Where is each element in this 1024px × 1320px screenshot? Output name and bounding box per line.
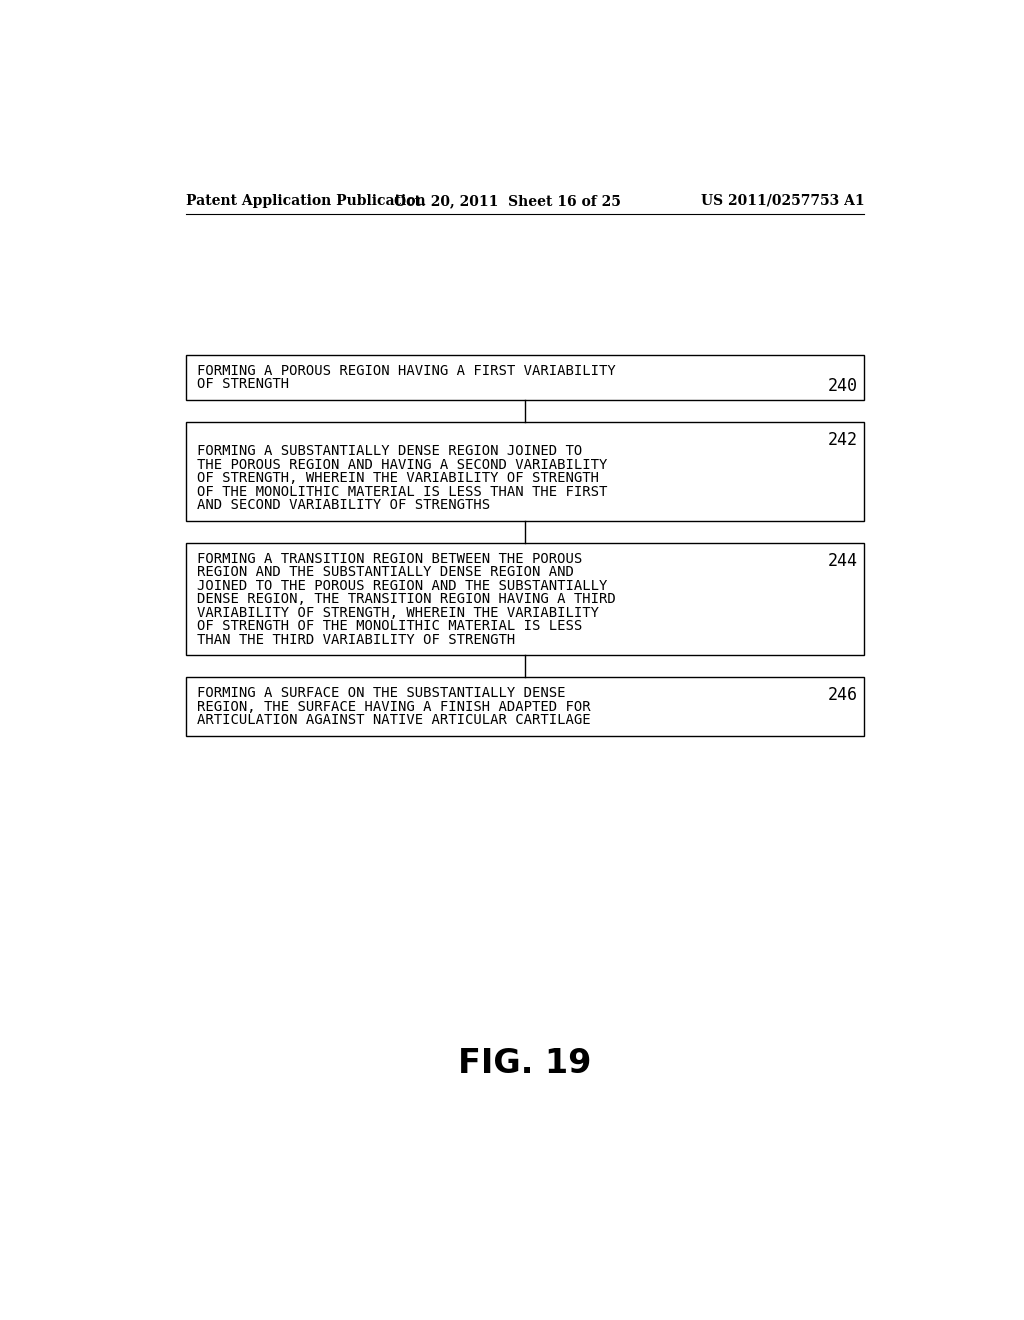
Text: FORMING A POROUS REGION HAVING A FIRST VARIABILITY: FORMING A POROUS REGION HAVING A FIRST V… (197, 364, 615, 378)
Text: DENSE REGION, THE TRANSITION REGION HAVING A THIRD: DENSE REGION, THE TRANSITION REGION HAVI… (197, 593, 615, 606)
Text: FORMING A SUBSTANTIALLY DENSE REGION JOINED TO: FORMING A SUBSTANTIALLY DENSE REGION JOI… (197, 445, 583, 458)
Bar (186, 355, 864, 400)
Text: VARIABILITY OF STRENGTH, WHEREIN THE VARIABILITY: VARIABILITY OF STRENGTH, WHEREIN THE VAR… (197, 606, 599, 620)
Text: OF THE MONOLITHIC MATERIAL IS LESS THAN THE FIRST: OF THE MONOLITHIC MATERIAL IS LESS THAN … (197, 484, 607, 499)
Text: REGION AND THE SUBSTANTIALLY DENSE REGION AND: REGION AND THE SUBSTANTIALLY DENSE REGIO… (197, 565, 573, 579)
Text: 242: 242 (828, 430, 858, 449)
Text: OF STRENGTH, WHEREIN THE VARIABILITY OF STRENGTH: OF STRENGTH, WHEREIN THE VARIABILITY OF … (197, 471, 599, 486)
Text: Oct. 20, 2011  Sheet 16 of 25: Oct. 20, 2011 Sheet 16 of 25 (394, 194, 622, 207)
Bar (186, 422, 864, 521)
Text: THAN THE THIRD VARIABILITY OF STRENGTH: THAN THE THIRD VARIABILITY OF STRENGTH (197, 632, 515, 647)
Text: REGION, THE SURFACE HAVING A FINISH ADAPTED FOR: REGION, THE SURFACE HAVING A FINISH ADAP… (197, 700, 591, 714)
Text: US 2011/0257753 A1: US 2011/0257753 A1 (700, 194, 864, 207)
Bar (186, 677, 864, 737)
Text: JOINED TO THE POROUS REGION AND THE SUBSTANTIALLY: JOINED TO THE POROUS REGION AND THE SUBS… (197, 578, 607, 593)
Text: THE POROUS REGION AND HAVING A SECOND VARIABILITY: THE POROUS REGION AND HAVING A SECOND VA… (197, 458, 607, 473)
Text: 244: 244 (828, 552, 858, 570)
Text: Patent Application Publication: Patent Application Publication (186, 194, 426, 207)
Text: OF STRENGTH: OF STRENGTH (197, 378, 289, 392)
Bar (186, 543, 864, 656)
Text: FIG. 19: FIG. 19 (458, 1047, 592, 1080)
Text: ARTICULATION AGAINST NATIVE ARTICULAR CARTILAGE: ARTICULATION AGAINST NATIVE ARTICULAR CA… (197, 713, 591, 727)
Text: OF STRENGTH OF THE MONOLITHIC MATERIAL IS LESS: OF STRENGTH OF THE MONOLITHIC MATERIAL I… (197, 619, 583, 634)
Text: 246: 246 (828, 686, 858, 705)
Text: FORMING A TRANSITION REGION BETWEEN THE POROUS: FORMING A TRANSITION REGION BETWEEN THE … (197, 552, 583, 566)
Text: FORMING A SURFACE ON THE SUBSTANTIALLY DENSE: FORMING A SURFACE ON THE SUBSTANTIALLY D… (197, 686, 565, 700)
Text: AND SECOND VARIABILITY OF STRENGTHS: AND SECOND VARIABILITY OF STRENGTHS (197, 499, 490, 512)
Text: 240: 240 (828, 378, 858, 396)
